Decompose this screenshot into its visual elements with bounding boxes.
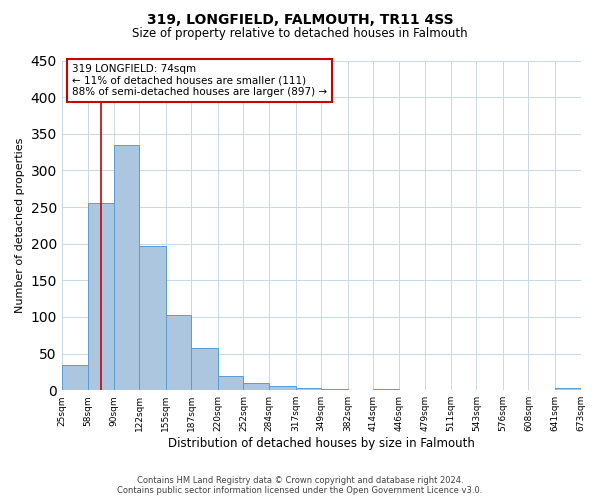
Bar — [139, 246, 166, 390]
Text: 319 LONGFIELD: 74sqm
← 11% of detached houses are smaller (111)
88% of semi-deta: 319 LONGFIELD: 74sqm ← 11% of detached h… — [72, 64, 327, 97]
Bar — [191, 348, 218, 390]
Bar — [114, 145, 139, 390]
Text: Size of property relative to detached houses in Falmouth: Size of property relative to detached ho… — [132, 28, 468, 40]
Text: 319, LONGFIELD, FALMOUTH, TR11 4SS: 319, LONGFIELD, FALMOUTH, TR11 4SS — [146, 12, 454, 26]
Bar — [62, 364, 88, 390]
Bar — [555, 388, 581, 390]
Bar — [218, 376, 244, 390]
Bar — [88, 204, 114, 390]
X-axis label: Distribution of detached houses by size in Falmouth: Distribution of detached houses by size … — [168, 437, 475, 450]
Text: Contains HM Land Registry data © Crown copyright and database right 2024.
Contai: Contains HM Land Registry data © Crown c… — [118, 476, 482, 495]
Bar — [244, 383, 269, 390]
Bar — [321, 388, 347, 390]
Bar — [269, 386, 296, 390]
Bar — [166, 314, 191, 390]
Y-axis label: Number of detached properties: Number of detached properties — [15, 138, 25, 313]
Bar — [296, 388, 321, 390]
